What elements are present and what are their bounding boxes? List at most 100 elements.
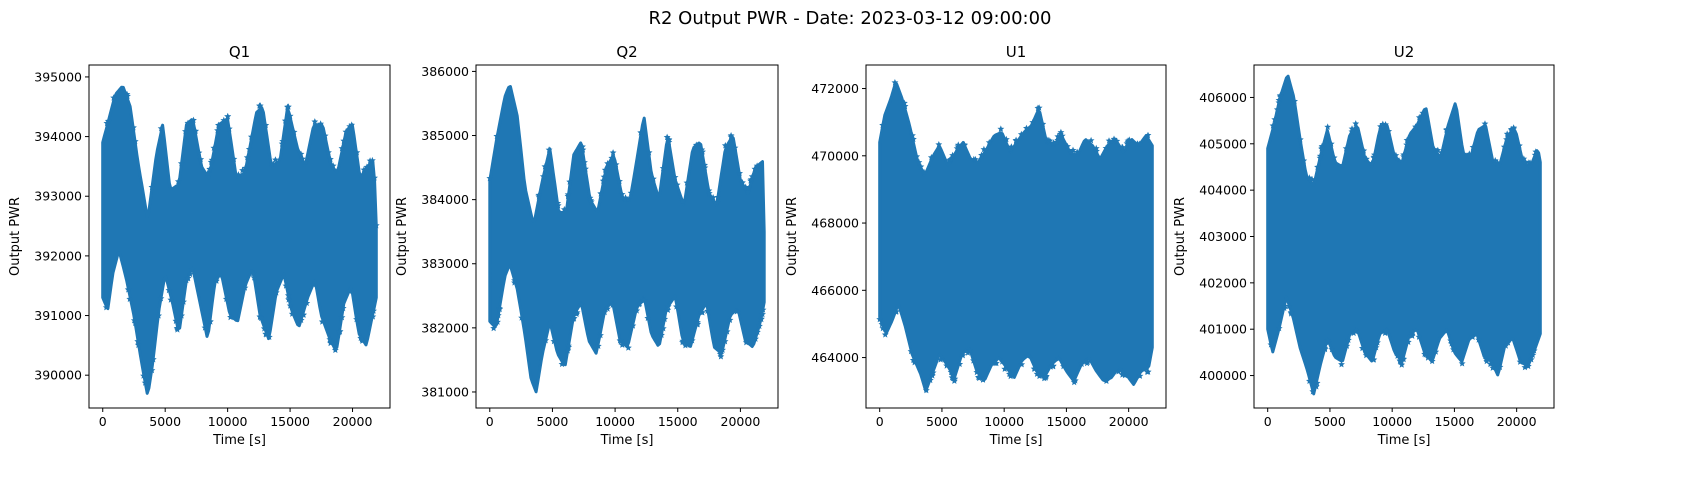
axes-frame [475, 64, 779, 409]
y-tick-label: 470000 [811, 148, 859, 163]
star-marker [1374, 339, 1381, 346]
star-marker [745, 184, 753, 192]
star-marker [1007, 372, 1014, 380]
star-marker [243, 153, 251, 161]
star-marker [586, 194, 594, 201]
star-marker [757, 315, 765, 323]
star-marker [239, 166, 246, 174]
star-marker [342, 128, 350, 135]
star-marker [208, 156, 216, 163]
star-marker [747, 176, 755, 183]
star-marker [609, 301, 617, 308]
star-marker [733, 308, 741, 315]
star-marker [973, 368, 981, 376]
star-marker [659, 164, 667, 172]
star-marker [929, 369, 937, 376]
star-marker [985, 138, 993, 146]
star-marker [370, 307, 377, 314]
star-marker [157, 124, 165, 132]
star-marker [629, 322, 637, 329]
star-marker [1105, 137, 1113, 144]
star-marker [612, 161, 620, 168]
x-tick-label: 10000 [208, 414, 248, 429]
star-marker [1412, 123, 1419, 130]
star-marker [1424, 354, 1432, 361]
star-marker [1042, 373, 1050, 380]
x-tick-label: 5000 [537, 414, 569, 429]
subplot-u2: 0 5000 10000 15000 20000 400000 401000 402000 40… [1173, 43, 1555, 448]
star-marker [1135, 140, 1143, 147]
star-marker [601, 166, 609, 173]
star-marker [1504, 339, 1512, 346]
star-marker [1432, 348, 1440, 355]
star-marker [1428, 357, 1436, 365]
star-marker [1039, 120, 1047, 128]
x-tick-label: 20000 [1497, 414, 1537, 429]
star-marker [1350, 329, 1358, 337]
star-marker [192, 127, 200, 134]
star-marker [149, 355, 157, 363]
y-tick-label: 405000 [1199, 136, 1247, 151]
star-marker [926, 376, 934, 384]
x-tick-label: 15000 [270, 414, 310, 429]
x-tick-label: 0 [1264, 414, 1272, 429]
star-marker [1503, 135, 1510, 143]
star-marker [155, 312, 162, 319]
star-marker [262, 330, 270, 338]
star-marker [1342, 144, 1350, 152]
star-marker [601, 308, 609, 316]
star-marker [723, 328, 731, 335]
star-marker [335, 328, 343, 336]
y-tick-label: 406000 [1199, 90, 1247, 105]
star-marker [1369, 356, 1377, 363]
y-tick-label: 393000 [34, 189, 82, 204]
axes-frame [865, 64, 1167, 409]
star-marker [609, 149, 617, 156]
star-marker [1516, 358, 1524, 365]
star-marker [327, 155, 334, 163]
star-marker [1031, 365, 1039, 372]
star-marker [1314, 163, 1321, 171]
star-marker [742, 183, 750, 191]
star-marker [616, 337, 624, 344]
x-axis-label: Time [s] [212, 433, 266, 448]
star-marker [618, 190, 626, 198]
star-marker [876, 315, 884, 323]
y-tick-label: 404000 [1199, 183, 1247, 198]
star-marker [1269, 122, 1277, 129]
star-marker [751, 165, 759, 172]
star-marker [1328, 345, 1336, 353]
y-tick-label: 400000 [1199, 368, 1247, 383]
star-marker [1489, 364, 1497, 371]
star-marker [338, 144, 346, 152]
y-tick-label: 390000 [34, 368, 82, 383]
star-marker [581, 158, 588, 166]
star-marker [1393, 155, 1401, 162]
scatter-band [1266, 74, 1542, 396]
star-marker [1078, 360, 1086, 367]
y-tick-label: 383000 [421, 256, 469, 271]
star-marker [1007, 370, 1015, 377]
star-marker [134, 337, 142, 345]
y-tick-label: 401000 [1199, 322, 1247, 337]
star-marker [124, 286, 132, 293]
star-marker [1352, 327, 1359, 335]
star-marker [257, 314, 265, 321]
star-marker [1443, 125, 1451, 133]
star-marker [697, 308, 705, 316]
star-marker [235, 171, 242, 178]
star-marker [1403, 141, 1410, 148]
star-marker [210, 144, 218, 151]
star-marker [597, 331, 604, 339]
star-marker [692, 141, 700, 148]
star-marker [943, 362, 951, 369]
y-tick-label: 403000 [1199, 229, 1247, 244]
star-marker [157, 294, 165, 302]
star-marker [358, 335, 366, 343]
star-marker [566, 178, 574, 185]
star-marker [184, 119, 192, 127]
star-marker [564, 191, 572, 198]
star-marker [600, 177, 608, 184]
star-marker [299, 155, 306, 162]
star-marker [1110, 135, 1118, 142]
